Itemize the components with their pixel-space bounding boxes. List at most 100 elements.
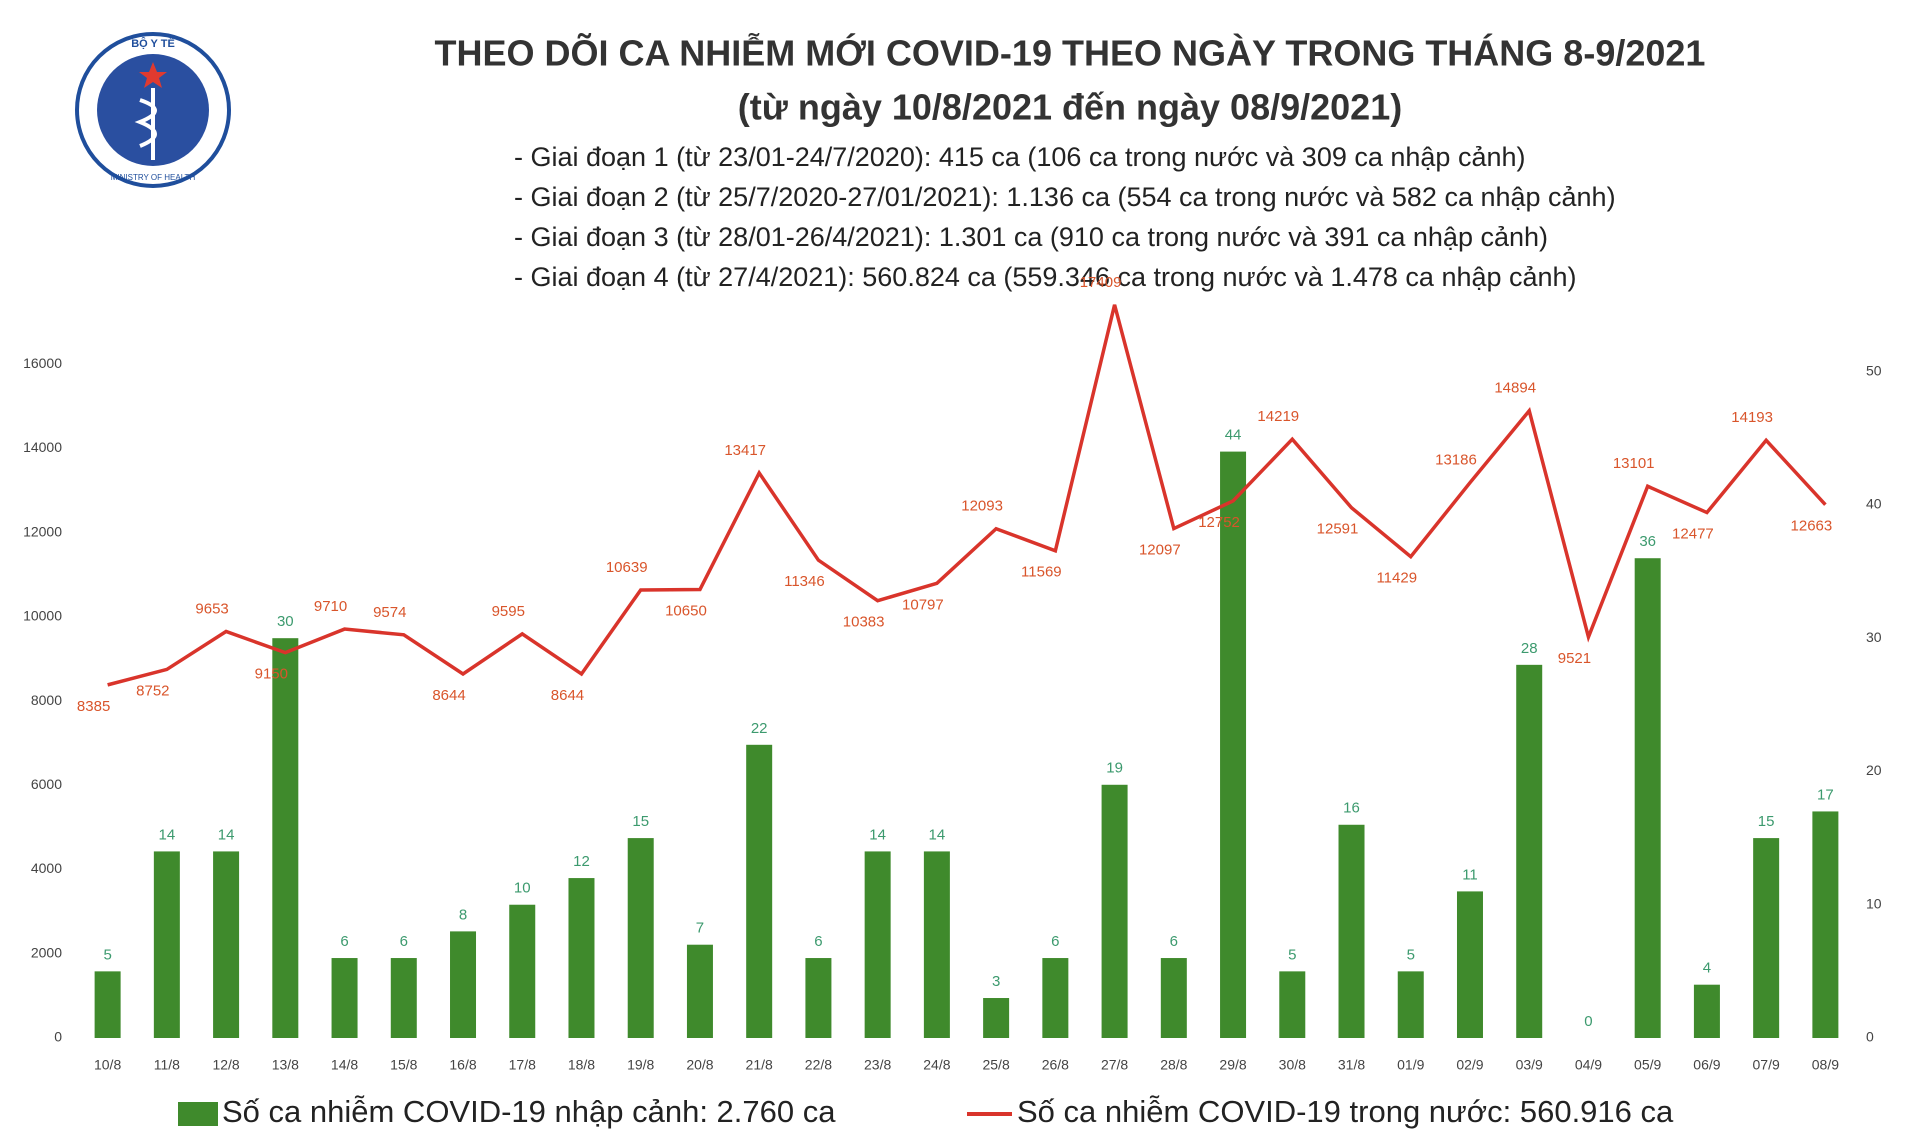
- bar-value-label: 11: [1462, 866, 1478, 883]
- line-value-label: 8644: [432, 687, 465, 704]
- line-value-label: 8644: [551, 687, 584, 704]
- line-value-label: 9653: [195, 600, 228, 617]
- y-tick-label: 12000: [23, 523, 62, 539]
- bar: [1279, 971, 1306, 1038]
- bar: [213, 851, 240, 1038]
- line-value-label: 11569: [1021, 564, 1062, 581]
- y2-tick-label: 20: [1866, 762, 1882, 778]
- x-tick-label: 06/9: [1693, 1057, 1720, 1073]
- bar: [94, 971, 121, 1038]
- line-value-label: 9574: [373, 604, 406, 621]
- bar: [864, 851, 891, 1038]
- bar: [1397, 971, 1424, 1038]
- x-tick-label: 20/8: [686, 1057, 713, 1073]
- line-value-label: 9710: [314, 598, 347, 615]
- annotation: - Giai đoạn 2 (từ 25/7/2020-27/01/2021):…: [514, 182, 1616, 212]
- line-value-label: 12097: [1139, 542, 1181, 559]
- legend-label: Số ca nhiễm COVID-19 trong nước: 560.916…: [1017, 1094, 1674, 1129]
- y-tick-label: 14000: [23, 439, 62, 455]
- x-tick-label: 14/8: [331, 1057, 358, 1073]
- x-tick-label: 11/8: [154, 1057, 180, 1073]
- line-value-label: 14193: [1731, 409, 1773, 426]
- bar-value-label: 14: [869, 826, 886, 843]
- annotation: - Giai đoạn 4 (từ 27/4/2021): 560.824 ca…: [514, 262, 1577, 292]
- y2-tick-label: 30: [1866, 629, 1882, 645]
- bar: [1753, 838, 1780, 1038]
- line-value-label: 9150: [255, 666, 288, 683]
- y-tick-label: 16000: [23, 355, 62, 371]
- line-value-label: 10383: [843, 614, 885, 631]
- bar: [1160, 958, 1187, 1038]
- bar-value-label: 5: [1407, 946, 1415, 963]
- x-tick-label: 01/9: [1397, 1057, 1424, 1073]
- x-tick-label: 05/9: [1634, 1057, 1661, 1073]
- bar-value-label: 6: [1051, 933, 1059, 950]
- line-value-label: 14219: [1257, 408, 1299, 425]
- x-tick-label: 23/8: [864, 1057, 891, 1073]
- y-tick-label: 6000: [31, 776, 62, 792]
- bar-value-label: 15: [632, 813, 649, 830]
- y-tick-label: 10000: [23, 608, 62, 624]
- x-tick-label: 24/8: [923, 1057, 950, 1073]
- x-tick-label: 02/9: [1456, 1057, 1483, 1073]
- bar: [1516, 664, 1543, 1038]
- y-tick-label: 4000: [31, 860, 62, 876]
- bar: [686, 944, 713, 1038]
- line-value-label: 12752: [1198, 514, 1240, 531]
- x-tick-label: 13/8: [272, 1057, 299, 1073]
- x-tick-label: 30/8: [1279, 1057, 1306, 1073]
- x-tick-label: 27/8: [1101, 1057, 1128, 1073]
- bar-value-label: 19: [1106, 760, 1123, 777]
- line-value-label: 12591: [1317, 521, 1359, 538]
- line-value-label: 9595: [492, 603, 525, 620]
- x-tick-label: 28/8: [1160, 1057, 1187, 1073]
- line-value-label: 11429: [1376, 570, 1417, 587]
- y2-tick-label: 0: [1866, 1029, 1874, 1045]
- chart-title: THEO DÕI CA NHIỄM MỚI COVID-19 THEO NGÀY…: [435, 32, 1706, 74]
- x-tick-label: 19/8: [627, 1057, 654, 1073]
- bar-value-label: 16: [1343, 800, 1360, 817]
- logo-star: [139, 62, 167, 88]
- x-tick-label: 12/8: [212, 1057, 239, 1073]
- bar-value-label: 6: [1170, 933, 1178, 950]
- bar: [746, 744, 773, 1038]
- line-value-label: 9521: [1558, 650, 1591, 667]
- y2-tick-label: 40: [1866, 496, 1882, 512]
- bar-value-label: 6: [814, 933, 822, 950]
- bar-value-label: 17: [1817, 786, 1834, 803]
- bar-value-label: 28: [1521, 640, 1538, 657]
- line-value-label: 13101: [1613, 455, 1655, 472]
- line-value-label: 10639: [606, 559, 648, 576]
- bar: [1101, 784, 1128, 1038]
- y-tick-label: 8000: [31, 692, 62, 708]
- bar-value-label: 0: [1584, 1013, 1592, 1030]
- line-value-label: 12477: [1672, 526, 1714, 543]
- x-tick-label: 16/8: [449, 1057, 476, 1073]
- bar-value-label: 12: [573, 853, 590, 870]
- line-value-label: 12663: [1791, 518, 1833, 535]
- bar: [568, 878, 595, 1038]
- annotation: - Giai đoạn 1 (từ 23/01-24/7/2020): 415 …: [514, 142, 1526, 172]
- bar-value-label: 44: [1225, 427, 1242, 444]
- line-value-label: 11346: [784, 573, 825, 590]
- x-tick-label: 29/8: [1219, 1057, 1246, 1073]
- logo: BỘ Y TẾ MINISTRY OF HEALTH: [75, 32, 231, 188]
- bar: [923, 851, 950, 1038]
- line-value-label: 12093: [961, 498, 1003, 515]
- x-tick-label: 07/9: [1753, 1057, 1780, 1073]
- bar: [390, 958, 417, 1038]
- bar: [509, 904, 536, 1038]
- legend-label: Số ca nhiễm COVID-19 nhập cảnh: 2.760 ca: [222, 1094, 836, 1129]
- x-tick-label: 03/9: [1516, 1057, 1543, 1073]
- bar-value-label: 14: [218, 826, 235, 843]
- bar: [450, 931, 477, 1038]
- annotation: - Giai đoạn 3 (từ 28/01-26/4/2021): 1.30…: [514, 222, 1548, 252]
- bar: [1812, 811, 1839, 1038]
- line-value-label: 14894: [1494, 380, 1536, 397]
- bar: [627, 838, 654, 1038]
- line-value-label: 8752: [136, 682, 169, 699]
- bar-value-label: 3: [992, 973, 1000, 990]
- bar-value-label: 6: [340, 933, 348, 950]
- bar-value-label: 14: [929, 826, 946, 843]
